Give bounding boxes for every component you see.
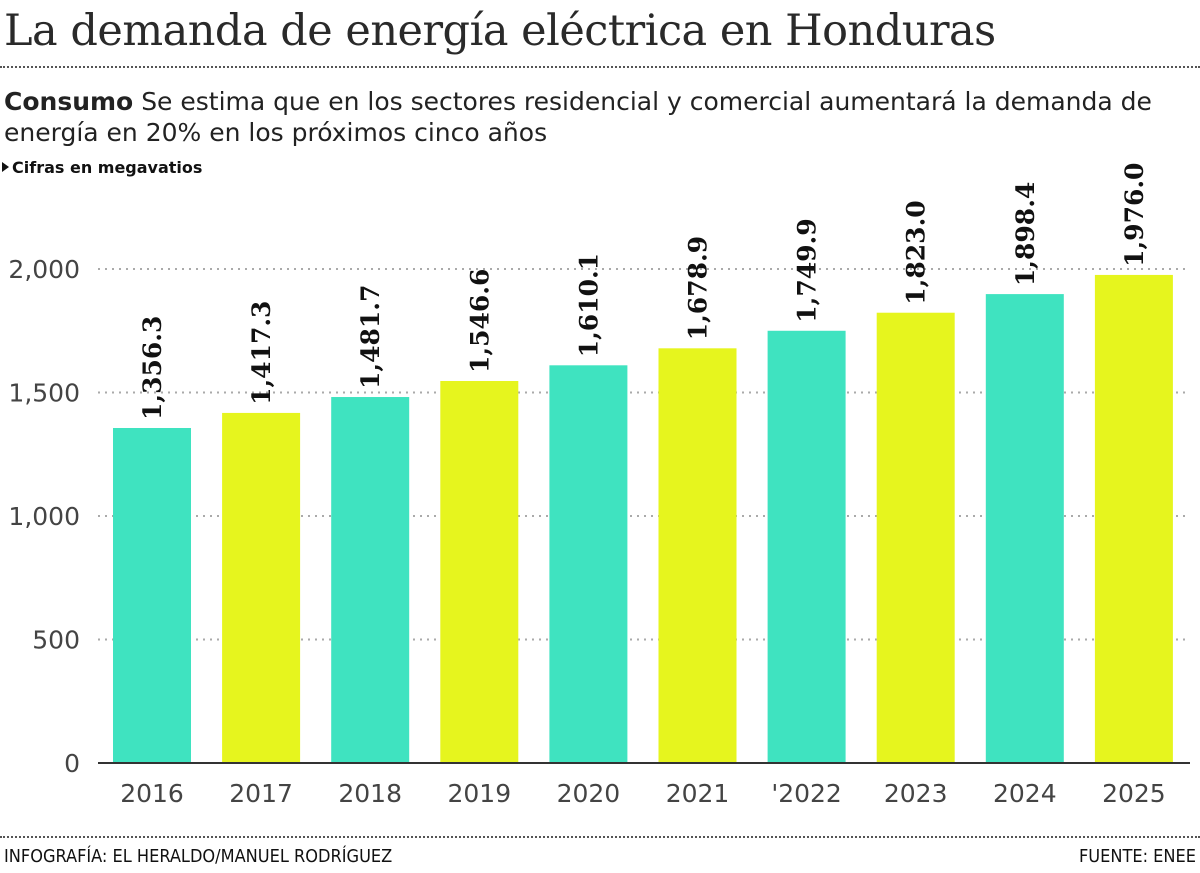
bar-value-label: 1,610.1 xyxy=(574,253,603,357)
bars xyxy=(113,274,1173,763)
bar-chart: 1,356.3 1,417.3 1,481.7 1,546.6 1,610.1 1,678… xyxy=(8,163,1190,808)
bar-value-label: 1,417.3 xyxy=(247,301,276,405)
bar-value-label: 1,976.0 xyxy=(1120,163,1149,267)
units-note: Cifras en megavatios xyxy=(2,158,202,177)
bar-value-label: 1,546.6 xyxy=(465,269,494,373)
bar xyxy=(549,365,628,763)
bar xyxy=(440,380,519,763)
source-text: FUENTE: ENEE xyxy=(1078,846,1196,867)
bar-value-label: 1,749.9 xyxy=(793,218,822,322)
y-axis-ticks: 0 500 1,000 1,500 2,000 xyxy=(8,255,80,778)
x-tick-label: 2018 xyxy=(338,779,402,808)
bar-value-label: 1,356.3 xyxy=(138,316,167,420)
footer-divider xyxy=(0,836,1200,838)
y-tick-label: 1,000 xyxy=(8,502,80,531)
bar-value-label: 1,898.4 xyxy=(1011,182,1040,286)
bar-value-label: 1,823.0 xyxy=(902,200,931,304)
x-tick-label: 2021 xyxy=(666,779,730,808)
x-tick-label: '2022 xyxy=(771,779,842,808)
x-axis-ticks: 2016 2017 2018 2019 2020 2021 '2022 2023 2024 202… xyxy=(120,779,1166,808)
chart-subtitle: Consumo Se estima que en los sectores re… xyxy=(4,86,1194,148)
bar xyxy=(1094,274,1173,763)
x-tick-label: 2017 xyxy=(229,779,293,808)
subtitle-text: Se estima que en los sectores residencia… xyxy=(4,87,1152,147)
x-tick-label: 2025 xyxy=(1102,779,1166,808)
chart-title: La demanda de energía eléctrica en Hondu… xyxy=(4,6,996,56)
value-labels: 1,356.3 1,417.3 1,481.7 1,546.6 1,610.1 1,678… xyxy=(138,163,1149,420)
bar xyxy=(658,348,737,763)
x-tick-label: 2024 xyxy=(993,779,1057,808)
y-tick-label: 0 xyxy=(64,749,80,778)
bar xyxy=(331,397,410,763)
subtitle-bold-lead: Consumo xyxy=(4,87,134,116)
bar xyxy=(767,330,846,763)
x-tick-label: 2023 xyxy=(884,779,948,808)
bar xyxy=(222,412,301,763)
title-divider xyxy=(0,66,1200,68)
bar xyxy=(113,427,191,763)
y-tick-label: 1,500 xyxy=(8,379,80,408)
bar xyxy=(876,312,955,763)
y-tick-label: 500 xyxy=(32,626,80,655)
triangle-arrow-icon xyxy=(2,162,9,172)
x-tick-label: 2019 xyxy=(447,779,511,808)
x-tick-label: 2020 xyxy=(557,779,621,808)
bar-value-label: 1,678.9 xyxy=(684,236,713,340)
bar-value-label: 1,481.7 xyxy=(356,285,385,389)
units-label: Cifras en megavatios xyxy=(12,158,203,177)
y-tick-label: 2,000 xyxy=(8,255,80,284)
bar xyxy=(985,294,1064,763)
credit-text: INFOGRAFÍA: EL HERALDO/MANUEL RODRÍGUEZ xyxy=(4,846,393,867)
x-tick-label: 2016 xyxy=(120,779,184,808)
